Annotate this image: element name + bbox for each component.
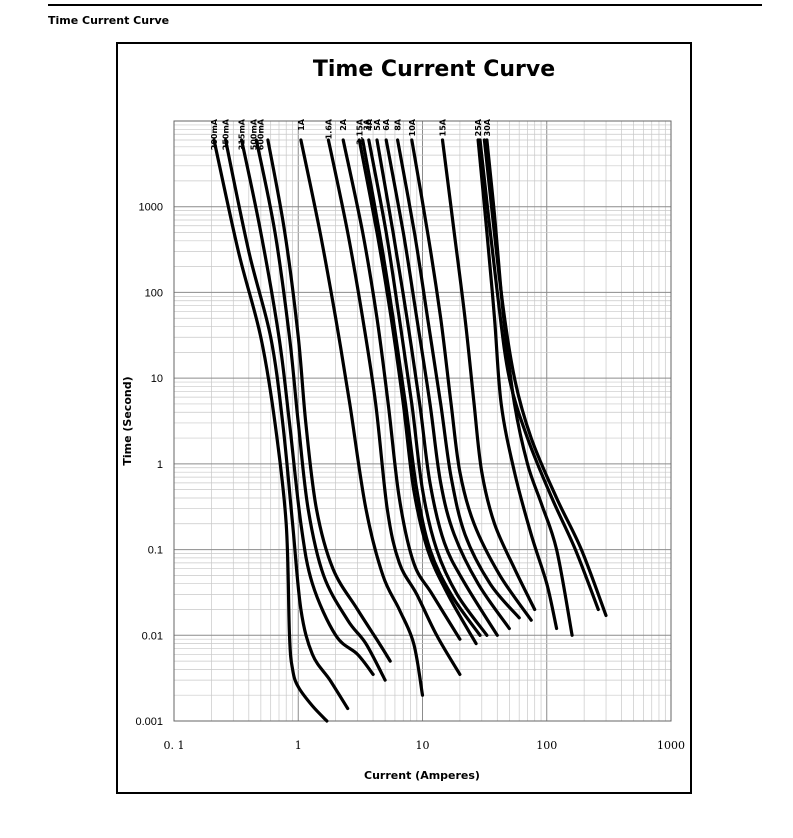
y-tick-label: 1 xyxy=(157,459,163,471)
fuse-curve xyxy=(341,138,462,641)
chart-title: Time Current Curve xyxy=(313,57,555,82)
ticks-layer: 0. 1 1 10 100 1000 0.001 0.01 0.1 1 10 100 1000 xyxy=(135,202,685,752)
x-tick-label: 100 xyxy=(536,739,557,752)
y-tick-label: 1000 xyxy=(139,202,163,214)
y-axis-label: Time (Second) xyxy=(121,376,134,465)
series-label: 600mA xyxy=(256,118,265,150)
fuse-curve xyxy=(410,138,533,622)
x-axis-label: Current (Amperes) xyxy=(364,769,480,782)
series-label: 6A xyxy=(382,118,391,131)
series-label: 200mA xyxy=(210,118,219,150)
fuse-curve xyxy=(357,138,478,646)
series-label: 315mA xyxy=(238,118,247,150)
y-tick-label: 100 xyxy=(145,287,163,299)
fuse-curve xyxy=(482,138,608,618)
y-tick-label: 0.01 xyxy=(142,630,163,642)
series-label: 8A xyxy=(394,118,403,131)
x-tick-label: 1000 xyxy=(657,739,685,752)
series-label: 1A xyxy=(297,118,306,131)
curves-layer xyxy=(212,138,608,723)
series-label: 25A xyxy=(474,118,483,136)
chart-grid xyxy=(173,121,671,722)
top-rule xyxy=(48,4,762,6)
series-label: 5A xyxy=(373,118,382,131)
fuse-curve xyxy=(326,138,462,676)
fuse-curve xyxy=(485,138,574,637)
fuse-curve xyxy=(254,138,387,682)
series-label: 3A xyxy=(363,118,372,131)
fuse-curve xyxy=(224,138,350,711)
fuse-curve xyxy=(396,138,521,620)
plot-border xyxy=(173,120,672,722)
y-tick-label: 10 xyxy=(151,373,163,385)
section-title: Time Current Curve xyxy=(48,14,170,27)
series-label: 250mA xyxy=(222,118,231,150)
series-label: 10A xyxy=(408,118,417,136)
fuse-curve xyxy=(375,138,499,637)
fuse-curve xyxy=(212,138,329,723)
fuse-curve xyxy=(240,138,375,676)
fuse-curve xyxy=(266,138,392,663)
x-tick-label: 1 xyxy=(295,739,302,752)
series-label: 30A xyxy=(483,118,492,136)
chart-frame xyxy=(116,42,692,794)
x-tick-label: 0. 1 xyxy=(164,739,185,752)
fuse-curve xyxy=(478,138,600,612)
fuse-curve xyxy=(476,138,559,631)
fuse-curve xyxy=(361,138,482,637)
series-label: 500mA xyxy=(249,118,258,150)
y-tick-label: 0.1 xyxy=(148,545,163,557)
fuse-curve xyxy=(367,138,489,637)
fuse-curve xyxy=(299,138,425,697)
fuse-curve xyxy=(384,138,511,631)
y-tick-label: 0.001 xyxy=(135,716,163,728)
series-label: 3.15A xyxy=(356,118,365,145)
series-label: 1.6A xyxy=(324,118,333,139)
series-label: 2A xyxy=(339,118,348,131)
fuse-curve xyxy=(440,138,537,612)
series-label: 4A xyxy=(365,118,374,131)
x-tick-label: 10 xyxy=(416,739,430,752)
series-label: 15A xyxy=(439,118,448,136)
